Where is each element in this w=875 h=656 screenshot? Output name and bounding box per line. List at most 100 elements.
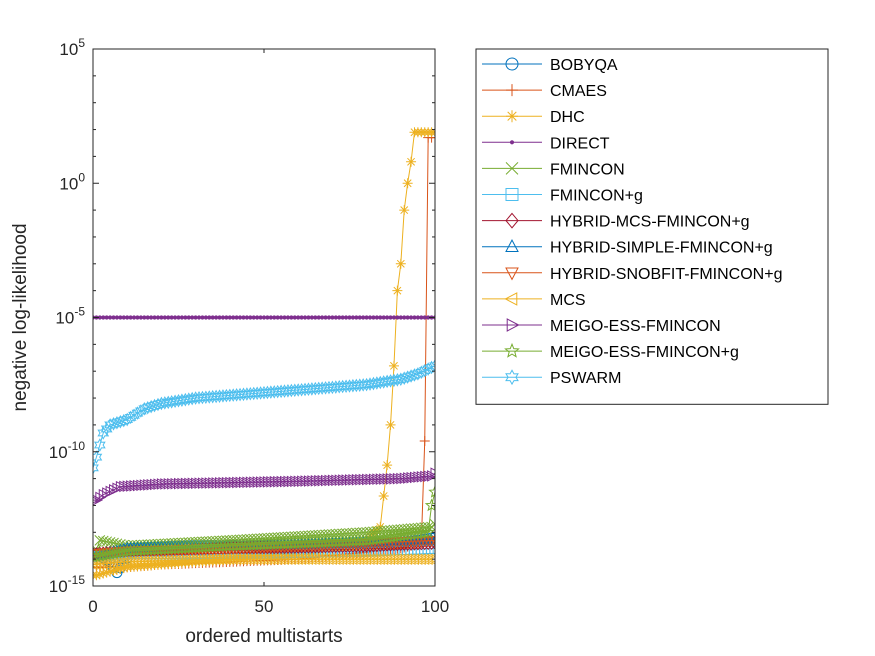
data-point-meigo-ess-fmincon-76 xyxy=(348,474,360,486)
series-layer xyxy=(93,127,435,581)
data-point-meigo-ess-fmincon-63 xyxy=(303,475,316,487)
data-point-meigo-ess-fmincon-53 xyxy=(269,475,281,488)
data-point-direct-96 xyxy=(419,315,424,320)
data-point-meigo-ess-fmincon-19 xyxy=(153,478,165,491)
data-point-direct-46 xyxy=(248,315,253,320)
data-point-mcs-27 xyxy=(178,554,190,567)
data-point-meigo-ess-fmincon-33 xyxy=(201,477,213,489)
y-tick-base: 10 xyxy=(49,577,68,596)
data-point-mcs-22 xyxy=(161,554,173,567)
data-point-direct-95 xyxy=(415,315,420,320)
data-point-meigo-ess-fmincon-28 xyxy=(184,477,196,490)
legend-item-pswarm: PSWARM xyxy=(482,369,621,387)
data-point-direct-43 xyxy=(237,315,243,320)
data-point-direct-66 xyxy=(316,315,321,320)
legend-marker-meigo-ess-fmincon-g xyxy=(504,342,520,358)
data-point-meigo-ess-fmincon-83 xyxy=(372,473,384,486)
data-point-direct-94 xyxy=(412,315,417,320)
y-tick-label: 105 xyxy=(59,36,85,59)
data-point-direct-25 xyxy=(176,315,181,320)
y-tick-base: 10 xyxy=(49,443,68,462)
data-point-pswarm-5 xyxy=(104,418,116,432)
data-point-meigo-ess-fmincon-58 xyxy=(286,475,298,488)
data-point-pswarm-6 xyxy=(107,417,120,431)
data-point-direct-79 xyxy=(361,315,366,320)
data-point-direct-97 xyxy=(422,315,427,320)
data-point-meigo-ess-fmincon-30 xyxy=(191,477,203,490)
data-point-meigo-ess-fmincon-g-79 xyxy=(356,533,370,547)
data-point-cmaes-100 xyxy=(430,132,435,143)
data-point-direct-36 xyxy=(214,315,219,320)
data-point-pswarm-96 xyxy=(415,365,428,380)
data-point-meigo-ess-fmincon-86 xyxy=(382,473,394,485)
data-point-meigo-ess-fmincon-40 xyxy=(225,476,237,489)
data-point-meigo-ess-fmincon-51 xyxy=(262,476,274,488)
data-point-mcs-19 xyxy=(151,555,163,567)
data-point-direct-91 xyxy=(402,315,407,320)
legend-label: MCS xyxy=(550,292,586,309)
data-point-mcs-5 xyxy=(103,557,115,570)
data-point-mcs-17 xyxy=(144,555,156,568)
data-point-pswarm-99 xyxy=(425,360,435,375)
legend-item-meigo-ess-fmincon: MEIGO-ESS-FMINCON xyxy=(482,318,721,335)
data-point-direct-12 xyxy=(131,315,137,320)
data-point-mcs-9 xyxy=(117,556,129,568)
data-point-mcs-36 xyxy=(209,553,221,566)
plot-area xyxy=(93,127,435,581)
data-point-direct-68 xyxy=(323,315,328,320)
data-point-pswarm-98 xyxy=(422,362,435,376)
data-point-meigo-ess-fmincon-78 xyxy=(355,473,367,486)
data-point-meigo-ess-fmincon-59 xyxy=(290,475,302,488)
data-point-meigo-ess-fmincon-65 xyxy=(310,475,322,487)
data-point-pswarm-19 xyxy=(152,397,164,412)
x-tick-label: 0 xyxy=(88,597,97,616)
legend-item-meigo-ess-fmincon-g: MEIGO-ESS-FMINCON+g xyxy=(482,342,739,361)
data-point-mcs-10 xyxy=(120,556,132,568)
data-point-pswarm-11 xyxy=(124,410,137,425)
data-point-dhc-4 xyxy=(101,567,112,578)
data-point-direct-64 xyxy=(309,315,314,320)
data-point-meigo-ess-fmincon-18 xyxy=(150,478,162,491)
data-point-meigo-ess-fmincon-22 xyxy=(163,478,175,490)
data-point-mcs-38 xyxy=(216,553,228,566)
data-point-direct-51 xyxy=(265,315,270,320)
data-point-direct-78 xyxy=(357,315,362,320)
data-point-meigo-ess-fmincon-87 xyxy=(386,473,398,485)
y-tick-label: 100 xyxy=(59,170,85,193)
legend-label: BOBYQA xyxy=(550,57,618,74)
data-point-mcs-18 xyxy=(147,555,160,567)
data-point-direct-39 xyxy=(224,315,229,320)
data-point-meigo-ess-fmincon-48 xyxy=(252,476,264,488)
data-point-meigo-ess-fmincon-73 xyxy=(338,474,350,486)
legend-item-hybrid-snobfit-fmincon-g: HYBRID-SNOBFIT-FMINCON+g xyxy=(482,266,782,283)
data-point-direct-21 xyxy=(162,315,167,320)
data-point-mcs-11 xyxy=(124,555,136,568)
data-point-meigo-ess-fmincon-38 xyxy=(218,476,230,489)
data-point-direct-73 xyxy=(340,315,345,320)
x-tick-label: 100 xyxy=(421,597,449,616)
legend-label: MEIGO-ESS-FMINCON+g xyxy=(550,344,739,361)
data-point-meigo-ess-fmincon-31 xyxy=(194,477,206,490)
data-point-mcs-100 xyxy=(428,555,435,563)
data-point-direct-70 xyxy=(330,315,335,320)
y-axis-label: negative log-likelihood xyxy=(10,223,31,411)
data-point-meigo-ess-fmincon-91 xyxy=(399,472,411,485)
data-point-direct-88 xyxy=(391,315,397,320)
data-point-mcs-20 xyxy=(154,555,166,567)
data-point-mcs-25 xyxy=(171,554,183,567)
data-point-mcs-21 xyxy=(158,555,170,567)
data-point-direct-10 xyxy=(125,315,130,320)
legend-marker-fmincon-g xyxy=(505,188,519,201)
data-point-direct-29 xyxy=(190,315,195,320)
data-point-mcs-13 xyxy=(130,555,142,568)
data-point-direct-57 xyxy=(285,315,291,320)
data-point-direct-42 xyxy=(234,315,239,320)
data-point-meigo-ess-fmincon-94 xyxy=(409,471,422,484)
data-point-meigo-ess-fmincon-100 xyxy=(430,467,435,480)
data-point-direct-20 xyxy=(159,315,164,320)
data-point-pswarm-95 xyxy=(412,367,424,381)
data-point-meigo-ess-fmincon-77 xyxy=(351,473,363,486)
data-point-direct-75 xyxy=(347,315,352,320)
legend-item-direct: DIRECT xyxy=(482,135,610,152)
